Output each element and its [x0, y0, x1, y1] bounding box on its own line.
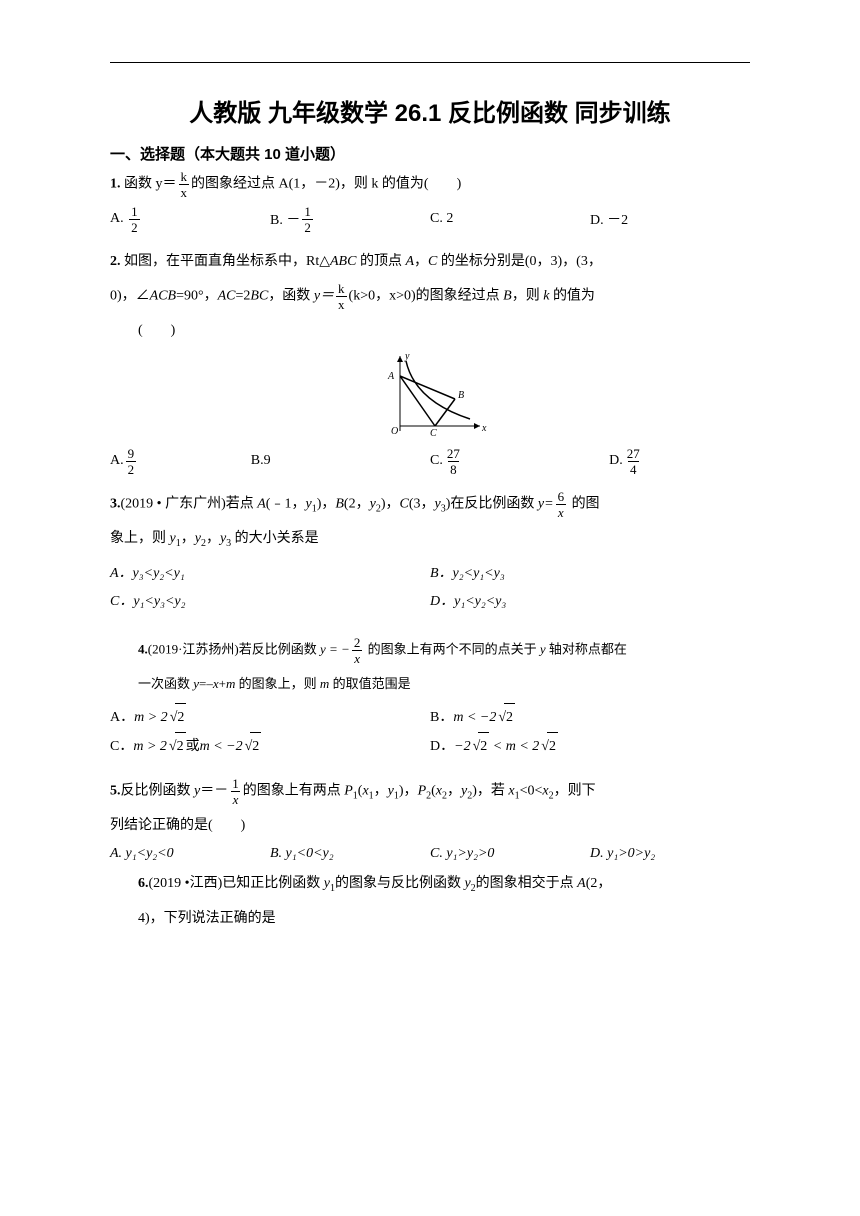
- q2-opt-c: C.278: [430, 447, 609, 476]
- q2-svg: y x O A B C: [370, 351, 490, 436]
- q2-opt-d: D.274: [609, 447, 750, 476]
- q2-paren: ( ): [110, 317, 750, 345]
- q1-options: A. 12 B. －12 C. 2 D. －2: [110, 205, 750, 234]
- q3-opt-b: B．y₂<y₁<y₃: [430, 560, 750, 588]
- q2-num: 2.: [110, 254, 121, 269]
- q3-options-row2: C．y₁<y₃<y₂ D．y₁<y₂<y₃: [110, 588, 750, 616]
- q6-line2: 4)，下列说法正确的是: [110, 905, 750, 933]
- q4-row1: A．m > 22 B．m < −22: [110, 703, 750, 732]
- svg-text:B: B: [458, 390, 464, 401]
- q1-text-a: 函数 y＝: [124, 176, 177, 191]
- q5-opt-a: A. y₁<y₂<0: [110, 846, 270, 862]
- q5-opt-d: D. y₁>0>y₂: [590, 846, 750, 862]
- section-header: 一、选择题（本大题共 10 道小题）: [110, 143, 750, 164]
- svg-text:C: C: [430, 428, 437, 436]
- q2-opt-a: A.92: [110, 447, 251, 476]
- q5-opt-c: C. y₁>y₂>0: [430, 846, 590, 862]
- q3-opt-a: A．y₃<y₂<y₁: [110, 560, 430, 588]
- q2-opt-b: B.9: [251, 447, 430, 476]
- svg-text:y: y: [404, 351, 410, 362]
- q4-opt-a: A．m > 22: [110, 703, 430, 732]
- q1-text-b: 的图象经过点 A(1，－2)，则 k 的值为( ): [191, 176, 461, 191]
- top-divider: [110, 62, 750, 63]
- q1-opt-b: B. －12: [270, 205, 430, 234]
- q1-num: 1.: [110, 176, 121, 191]
- q4-row2: C．m > 22或m < −22 D．−22 < m < 22: [110, 732, 750, 761]
- svg-text:x: x: [481, 423, 487, 434]
- fraction: kx: [179, 170, 190, 199]
- page-title: 人教版 九年级数学 26.1 反比例函数 同步训练: [110, 97, 750, 131]
- q4-opt-b: B．m < −22: [430, 703, 750, 732]
- svg-text:O: O: [391, 426, 398, 436]
- q5-line2: 列结论正确的是( ): [110, 812, 750, 840]
- question-1: 1. 函数 y＝kx的图象经过点 A(1，－2)，则 k 的值为( ): [110, 170, 750, 199]
- question-3: 3.(2019 • 广东广州)若点 A(﹣1，y1)，B(2，y2)，C(3，y…: [110, 490, 750, 520]
- question-2: 2. 如图，在平面直角坐标系中，Rt△ABC 的顶点 A，C 的坐标分别是(0，…: [110, 248, 750, 276]
- q2-options: A.92 B.9 C.278 D.274: [110, 447, 750, 476]
- q3-opt-d: D．y₁<y₂<y₃: [430, 588, 750, 616]
- q5-opt-b: B. y₁<0<y₂: [270, 846, 430, 862]
- question-2-line2: 0)，∠ACB=90°，AC=2BC，函数 y＝kx(k>0，x>0)的图象经过…: [110, 282, 750, 311]
- q5-options: A. y₁<y₂<0 B. y₁<0<y₂ C. y₁>y₂>0 D. y₁>0…: [110, 846, 750, 862]
- question-4: 4.(2019·江苏扬州)若反比例函数 y = −2x 的图象上有两个不同的点关…: [110, 636, 750, 665]
- q1-opt-c: C. 2: [430, 205, 590, 234]
- q4-opt-c: C．m > 22或m < −22: [110, 732, 430, 761]
- q4-line2: 一次函数 y=–x+m 的图象上，则 m 的取值范围是: [110, 671, 750, 697]
- question-5: 5.反比例函数 y＝－1x的图象上有两点 P1(x1，y1)，P2(x2，y2)…: [110, 777, 750, 807]
- question-6: 6.(2019 •江西)已知正比例函数 y1的图象与反比例函数 y2的图象相交于…: [110, 870, 750, 899]
- q2-diagram: y x O A B C: [110, 351, 750, 441]
- q3-opt-c: C．y₁<y₃<y₂: [110, 588, 430, 616]
- q1-opt-d: D. －2: [590, 205, 750, 234]
- q1-opt-a: A. 12: [110, 205, 270, 234]
- svg-text:A: A: [387, 371, 395, 382]
- q3-options-row1: A．y₃<y₂<y₁ B．y₂<y₁<y₃: [110, 560, 750, 588]
- q3-line2: 象上，则 y1，y2，y3 的大小关系是: [110, 525, 750, 554]
- q4-opt-d: D．−22 < m < 22: [430, 732, 750, 761]
